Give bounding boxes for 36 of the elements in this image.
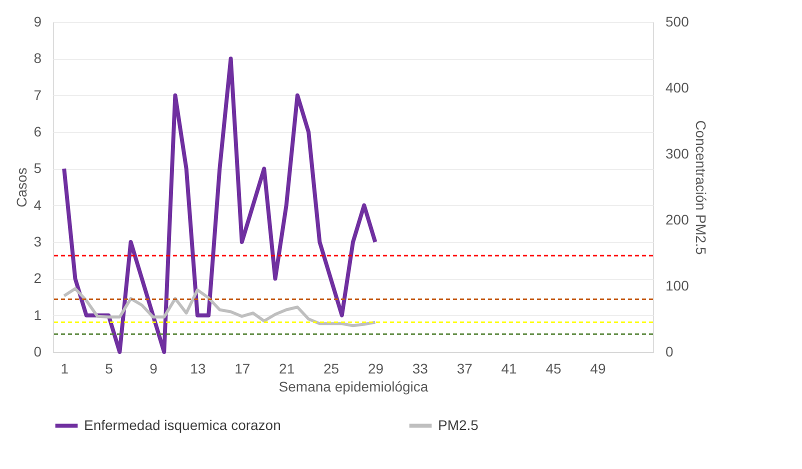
y-tick-label: 7: [34, 86, 42, 103]
x-tick-label: 25: [323, 360, 340, 376]
y-tick-label: 0: [34, 344, 42, 360]
x-tick-label: 9: [150, 360, 158, 376]
y-tick-label: 8: [34, 50, 42, 66]
x-tick-label: 13: [190, 360, 206, 376]
y2-tick-label: 0: [666, 344, 674, 360]
y-tick-label: 9: [34, 14, 42, 30]
legend-label: PM2.5: [438, 416, 479, 433]
x-tick-label: 45: [546, 360, 562, 376]
x-tick-label: 37: [456, 360, 473, 376]
y-tick-label: 4: [34, 196, 42, 213]
y-tick-label: 1: [34, 306, 42, 323]
y2-tick-label: 200: [666, 212, 690, 228]
x-tick-label: 21: [279, 360, 295, 376]
x-tick-label: 5: [105, 360, 114, 376]
y-tick-label: 2: [34, 270, 42, 286]
x-tick-label: 49: [590, 360, 606, 376]
x-tick-label: 41: [501, 360, 518, 376]
y2-tick-label: 500: [666, 14, 690, 30]
x-tick-label: 17: [234, 360, 250, 376]
x-tick-label: 33: [412, 360, 428, 376]
y2-tick-label: 100: [666, 278, 690, 294]
y2-axis-title: Concentración PM2.5: [692, 120, 709, 256]
y-tick-label: 3: [34, 234, 42, 250]
line-series: [62, 287, 377, 328]
x-axis-title: Semana epidemiológica: [278, 378, 428, 394]
y2-tick-label: 300: [666, 146, 690, 162]
y-tick-label: 5: [34, 160, 42, 176]
line-series: [62, 56, 378, 354]
legend-label: Enfermedad isquemica corazon: [84, 416, 281, 433]
y-axis-title: Casos: [14, 168, 30, 208]
y2-tick-label: 400: [666, 80, 690, 96]
y-tick-label: 6: [34, 124, 42, 140]
x-tick-label: 29: [368, 360, 384, 376]
x-tick-label: 1: [60, 360, 69, 376]
